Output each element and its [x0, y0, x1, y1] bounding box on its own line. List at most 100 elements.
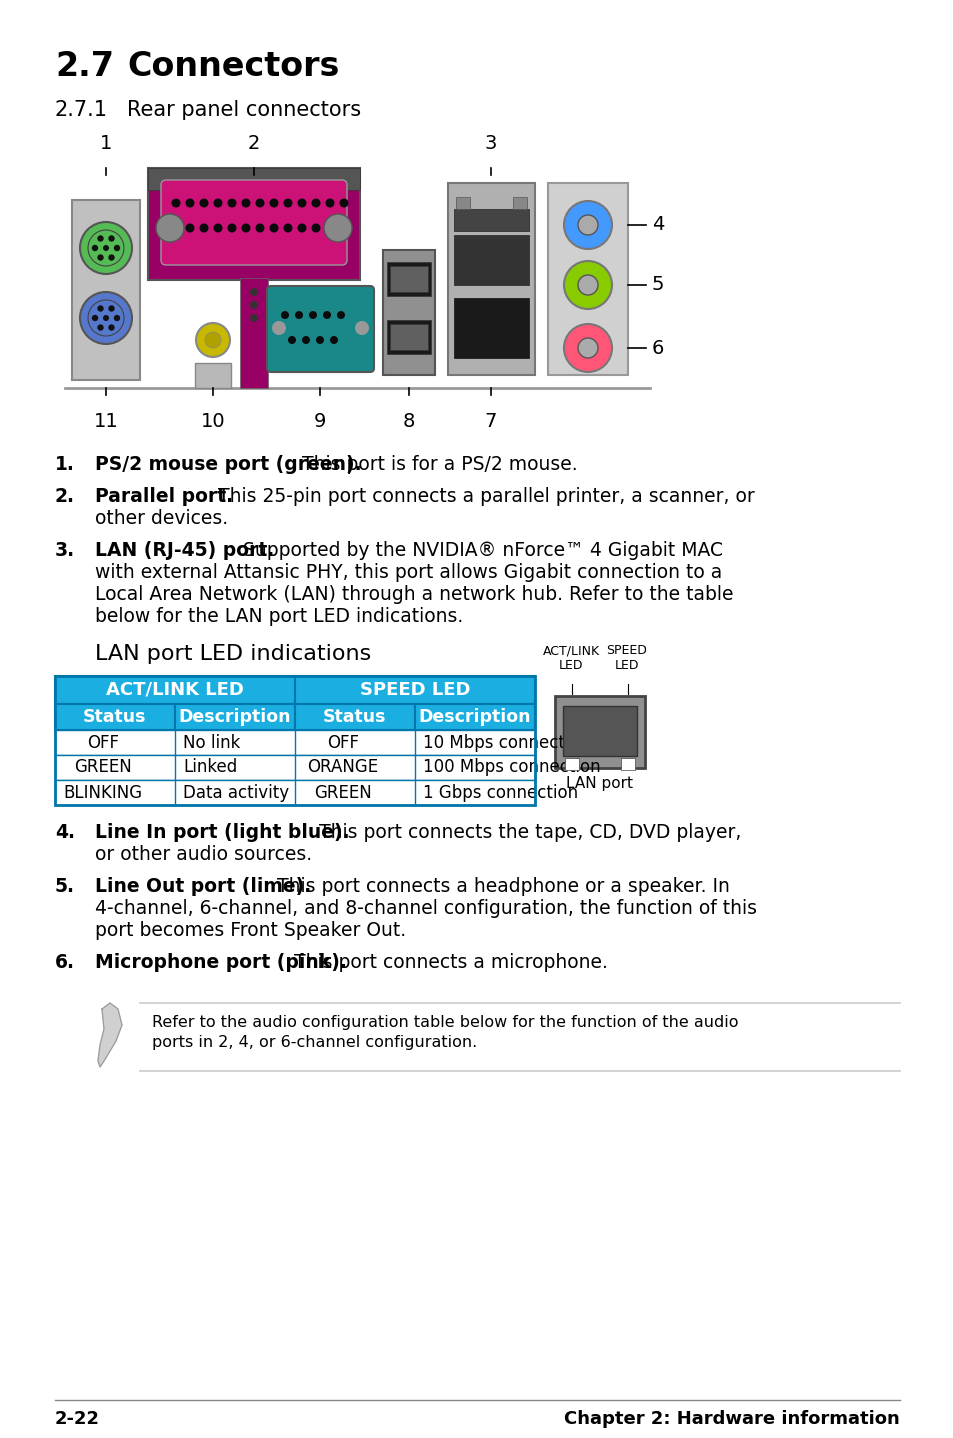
Bar	[387, 321, 431, 354]
Text: 5.: 5.	[55, 877, 75, 896]
Circle shape	[109, 305, 114, 312]
Circle shape	[563, 201, 612, 249]
Circle shape	[312, 223, 320, 233]
Text: ACT/LINK
LED: ACT/LINK LED	[542, 644, 598, 672]
Circle shape	[578, 216, 598, 234]
Text: BLINKING: BLINKING	[63, 784, 142, 801]
Bar	[71, 200, 140, 380]
Text: 7: 7	[484, 413, 497, 431]
Circle shape	[302, 336, 310, 344]
Text: This port is for a PS/2 mouse.: This port is for a PS/2 mouse.	[295, 454, 577, 475]
Text: LAN port LED indications: LAN port LED indications	[95, 644, 371, 664]
Text: 5: 5	[651, 276, 664, 295]
Circle shape	[172, 198, 180, 207]
Text: 4-channel, 6-channel, and 8-channel configuration, the function of this: 4-channel, 6-channel, and 8-channel conf…	[95, 899, 757, 917]
Bar	[454, 298, 529, 358]
Text: LAN (RJ-45) port.: LAN (RJ-45) port.	[95, 541, 274, 559]
Bar	[555, 696, 644, 768]
Text: OFF: OFF	[87, 733, 119, 752]
Circle shape	[250, 288, 257, 296]
Circle shape	[563, 262, 612, 309]
Bar	[194, 362, 231, 388]
Bar	[382, 250, 435, 375]
Text: Status: Status	[83, 707, 147, 726]
Circle shape	[195, 324, 230, 357]
Circle shape	[336, 311, 345, 319]
Text: Description: Description	[418, 707, 531, 726]
Circle shape	[227, 198, 236, 207]
Bar	[148, 168, 359, 280]
Circle shape	[109, 325, 114, 331]
Circle shape	[297, 223, 306, 233]
Circle shape	[325, 198, 335, 207]
Circle shape	[288, 336, 295, 344]
Text: ORANGE: ORANGE	[307, 758, 378, 777]
Text: Local Area Network (LAN) through a network hub. Refer to the table: Local Area Network (LAN) through a netwo…	[95, 585, 733, 604]
Text: SPEED
LED: SPEED LED	[606, 644, 647, 672]
Circle shape	[324, 214, 352, 242]
Bar	[620, 758, 635, 769]
Circle shape	[97, 325, 104, 331]
Text: 4: 4	[651, 216, 663, 234]
Text: other devices.: other devices.	[95, 509, 228, 528]
Circle shape	[255, 198, 264, 207]
Text: 2: 2	[248, 134, 260, 152]
Circle shape	[339, 223, 348, 233]
Bar	[55, 779, 535, 805]
Circle shape	[199, 223, 209, 233]
Text: 1 Gbps connection: 1 Gbps connection	[422, 784, 578, 801]
Circle shape	[241, 198, 251, 207]
Text: GREEN: GREEN	[74, 758, 132, 777]
Polygon shape	[98, 1002, 122, 1067]
Circle shape	[103, 315, 109, 321]
Text: 1.: 1.	[55, 454, 74, 475]
Circle shape	[113, 315, 120, 321]
Text: LAN port: LAN port	[566, 777, 633, 791]
Text: This port connects a headphone or a speaker. In: This port connects a headphone or a spea…	[271, 877, 729, 896]
Circle shape	[330, 336, 337, 344]
Bar	[55, 676, 535, 805]
Text: Chapter 2: Hardware information: Chapter 2: Hardware information	[563, 1411, 899, 1428]
Bar	[390, 266, 428, 292]
Circle shape	[97, 236, 104, 242]
Circle shape	[185, 223, 194, 233]
Bar	[387, 262, 431, 296]
Bar	[454, 209, 529, 232]
Circle shape	[269, 198, 278, 207]
Text: Linked: Linked	[183, 758, 237, 777]
Bar	[454, 234, 529, 285]
Text: SPEED LED: SPEED LED	[359, 682, 470, 699]
Text: Supported by the NVIDIA® nForce™ 4 Gigabit MAC: Supported by the NVIDIA® nForce™ 4 Gigab…	[237, 541, 722, 559]
Bar	[562, 706, 637, 756]
Circle shape	[172, 223, 180, 233]
Text: 6: 6	[651, 338, 663, 358]
Circle shape	[355, 321, 369, 335]
Text: 2.: 2.	[55, 487, 75, 506]
Text: 3.: 3.	[55, 541, 75, 559]
Text: port becomes Front Speaker Out.: port becomes Front Speaker Out.	[95, 920, 406, 940]
Circle shape	[241, 223, 251, 233]
Bar	[513, 197, 526, 209]
Circle shape	[80, 221, 132, 275]
Circle shape	[213, 223, 222, 233]
Text: with external Attansic PHY, this port allows Gigabit connection to a: with external Attansic PHY, this port al…	[95, 564, 721, 582]
Circle shape	[315, 336, 324, 344]
Circle shape	[281, 311, 289, 319]
Circle shape	[199, 198, 209, 207]
Bar	[55, 705, 535, 731]
Circle shape	[294, 311, 303, 319]
Circle shape	[156, 214, 184, 242]
Text: 4.: 4.	[55, 823, 75, 843]
Circle shape	[312, 198, 320, 207]
Text: ports in 2, 4, or 6-channel configuration.: ports in 2, 4, or 6-channel configuratio…	[152, 1035, 476, 1050]
Bar	[55, 676, 535, 705]
Text: Line In port (light blue).: Line In port (light blue).	[95, 823, 349, 843]
Circle shape	[80, 292, 132, 344]
Text: Microphone port (pink).: Microphone port (pink).	[95, 953, 347, 972]
Circle shape	[205, 332, 221, 348]
Text: 3: 3	[484, 134, 497, 152]
Text: Parallel port.: Parallel port.	[95, 487, 233, 506]
Text: Connectors: Connectors	[127, 50, 339, 83]
Circle shape	[227, 223, 236, 233]
Circle shape	[578, 338, 598, 358]
